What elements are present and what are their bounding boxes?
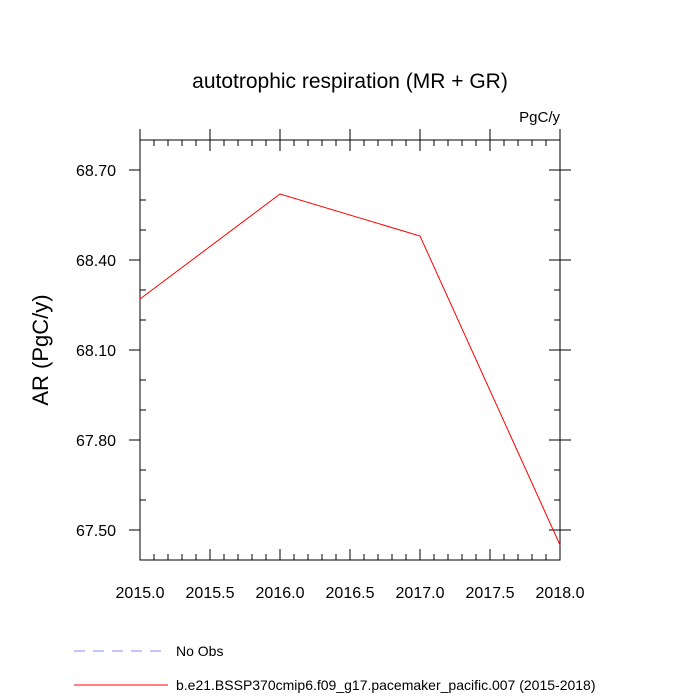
legend-label: b.e21.BSSP370cmip6.f09_g17.pacemaker_pac… xyxy=(176,677,596,693)
legend-label: No Obs xyxy=(176,643,223,659)
x-tick-label: 2018.0 xyxy=(536,585,585,602)
units-label: PgC/y xyxy=(519,109,560,126)
x-tick-label: 2016.5 xyxy=(326,585,375,602)
y-tick-label: 68.70 xyxy=(76,163,116,180)
y-axis-label: AR (PgC/y) xyxy=(28,294,53,405)
series-line xyxy=(139,193,561,546)
series-layer xyxy=(139,193,561,546)
x-tick-label: 2016.0 xyxy=(256,585,305,602)
y-tick-label: 67.80 xyxy=(76,433,116,450)
y-tick-label: 67.50 xyxy=(76,523,116,540)
chart-title: autotrophic respiration (MR + GR) xyxy=(192,70,508,93)
x-tick-label: 2015.0 xyxy=(116,585,165,602)
plot-frame xyxy=(139,139,561,561)
x-tick-label: 2015.5 xyxy=(186,585,235,602)
data-point xyxy=(559,544,561,546)
x-tick-label: 2017.5 xyxy=(466,585,515,602)
ticks-layer xyxy=(129,129,571,560)
y-tick-label: 68.40 xyxy=(76,253,116,270)
tick-labels-layer: 2015.0 2015.5 2016.0 2016.5 2017.0 2017.5 2018… xyxy=(76,163,585,602)
data-point xyxy=(419,235,421,237)
legend: No Obs b.e21.BSSP370cmip6.f09_g17.pacemak… xyxy=(74,643,596,693)
data-point xyxy=(139,298,141,300)
data-point xyxy=(279,193,281,195)
y-tick-label: 68.10 xyxy=(76,343,116,360)
x-tick-label: 2017.0 xyxy=(396,585,445,602)
